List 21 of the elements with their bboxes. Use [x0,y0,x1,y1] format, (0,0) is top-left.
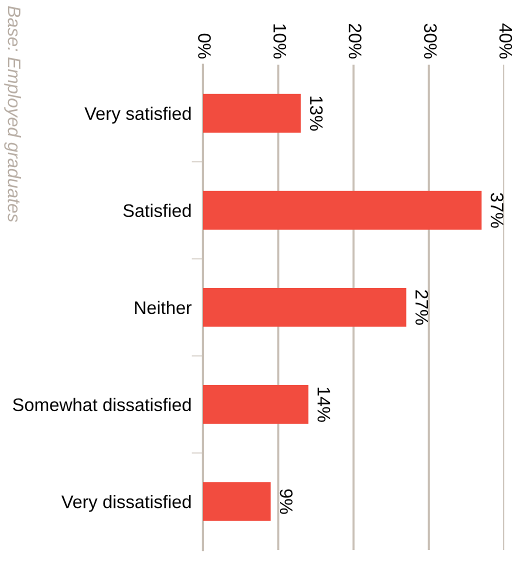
bar [202,288,406,327]
text: Base: Employed graduates [4,6,22,222]
data-label: 9% [280,489,293,514]
data-label: 37% [490,192,504,228]
data-label: 13% [310,96,323,131]
data-label: 27% [415,290,428,325]
bar [202,94,301,133]
y-tick-label: Somewhat dissatisfied [13,398,191,412]
x-tick-label: 20% [348,24,362,59]
x-tick-label: 40% [499,23,512,59]
y-tick-label: Very dissatisfied [61,494,191,512]
bar [202,385,308,424]
y-tick-label: Very satisfied [84,106,191,124]
x-tick-label: 10% [273,24,286,59]
data-label: 14% [318,388,330,422]
bar [202,190,482,230]
y-tick-label: Neither [135,300,192,314]
x-tick-label: 30% [424,24,437,59]
x-tick-label: 0% [198,34,211,59]
bar [202,482,271,521]
y-tick-label: Satisfied [123,204,191,218]
